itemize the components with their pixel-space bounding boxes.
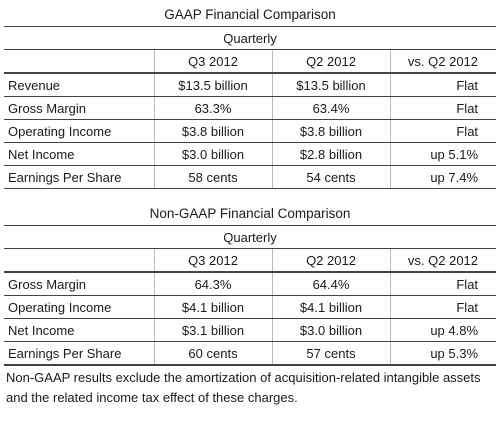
table-row: Net Income $3.0 billion $2.8 billion up … xyxy=(4,142,497,166)
row-vs-value: Flat xyxy=(389,119,497,143)
non-gaap-header-vs: vs. Q2 2012 xyxy=(389,248,497,273)
non-gaap-header-q2: Q2 2012 xyxy=(271,248,390,273)
row-label: Earnings Per Share xyxy=(4,165,154,189)
table-row: Operating Income $4.1 billion $4.1 billi… xyxy=(4,295,497,319)
non-gaap-table: Quarterly Q3 2012 Q2 2012 vs. Q2 2012 Gr… xyxy=(4,225,497,365)
footnote: Non-GAAP results exclude the amortizatio… xyxy=(4,365,496,408)
row-q2-value: 64.4% xyxy=(271,272,390,296)
row-label: Revenue xyxy=(4,73,154,97)
table-row: Gross Margin 63.3% 63.4% Flat xyxy=(4,96,497,120)
row-q3-value: $3.8 billion xyxy=(153,119,272,143)
row-label: Net Income xyxy=(4,318,154,342)
row-q2-value: $2.8 billion xyxy=(271,142,390,166)
table-row: Operating Income $3.8 billion $3.8 billi… xyxy=(4,119,497,143)
row-q3-value: 63.3% xyxy=(153,96,272,120)
row-vs-value: Flat xyxy=(389,295,497,319)
gaap-quarterly-label: Quarterly xyxy=(4,26,497,50)
table-row: Gross Margin 64.3% 64.4% Flat xyxy=(4,272,497,296)
section-gap xyxy=(4,189,496,203)
row-q2-value: $4.1 billion xyxy=(271,295,390,319)
non-gaap-header-row: Q3 2012 Q2 2012 vs. Q2 2012 xyxy=(4,248,497,273)
row-q2-value: 54 cents xyxy=(271,165,390,189)
row-q3-value: $13.5 billion xyxy=(153,73,272,97)
gaap-header-row: Q3 2012 Q2 2012 vs. Q2 2012 xyxy=(4,49,497,74)
gaap-table: Quarterly Q3 2012 Q2 2012 vs. Q2 2012 Re… xyxy=(4,26,497,189)
row-label: Operating Income xyxy=(4,295,154,319)
row-label: Operating Income xyxy=(4,119,154,143)
row-label: Net Income xyxy=(4,142,154,166)
row-q2-value: 63.4% xyxy=(271,96,390,120)
row-vs-value: up 4.8% xyxy=(389,318,497,342)
row-q3-value: $4.1 billion xyxy=(153,295,272,319)
row-vs-value: Flat xyxy=(389,73,497,97)
table-row: Net Income $3.1 billion $3.0 billion up … xyxy=(4,318,497,342)
row-vs-value: Flat xyxy=(389,272,497,296)
row-q2-value: $3.0 billion xyxy=(271,318,390,342)
table-row: Earnings Per Share 58 cents 54 cents up … xyxy=(4,165,497,189)
gaap-quarterly-row: Quarterly xyxy=(4,26,497,50)
row-vs-value: up 5.1% xyxy=(389,142,497,166)
row-q2-value: $13.5 billion xyxy=(271,73,390,97)
gaap-header-blank xyxy=(4,49,154,74)
row-q3-value: $3.0 billion xyxy=(153,142,272,166)
table-row: Earnings Per Share 60 cents 57 cents up … xyxy=(4,341,497,365)
row-q2-value: $3.8 billion xyxy=(271,119,390,143)
table-row: Revenue $13.5 billion $13.5 billion Flat xyxy=(4,73,497,97)
row-vs-value: Flat xyxy=(389,96,497,120)
gaap-title: GAAP Financial Comparison xyxy=(164,7,336,22)
gaap-header-q3: Q3 2012 xyxy=(153,49,272,74)
non-gaap-header-blank xyxy=(4,248,154,273)
row-vs-value: up 7.4% xyxy=(389,165,497,189)
non-gaap-header-q3: Q3 2012 xyxy=(153,248,272,273)
row-label: Gross Margin xyxy=(4,96,154,120)
non-gaap-quarterly-row: Quarterly xyxy=(4,225,497,249)
row-label: Gross Margin xyxy=(4,272,154,296)
gaap-header-vs: vs. Q2 2012 xyxy=(389,49,497,74)
row-q3-value: 58 cents xyxy=(153,165,272,189)
non-gaap-quarterly-label: Quarterly xyxy=(4,225,497,249)
row-q3-value: $3.1 billion xyxy=(153,318,272,342)
non-gaap-title: Non-GAAP Financial Comparison xyxy=(149,206,351,221)
gaap-header-q2: Q2 2012 xyxy=(271,49,390,74)
row-label: Earnings Per Share xyxy=(4,341,154,365)
row-q3-value: 64.3% xyxy=(153,272,272,296)
row-q2-value: 57 cents xyxy=(271,341,390,365)
row-q3-value: 60 cents xyxy=(153,341,272,365)
row-vs-value: up 5.3% xyxy=(389,341,497,365)
